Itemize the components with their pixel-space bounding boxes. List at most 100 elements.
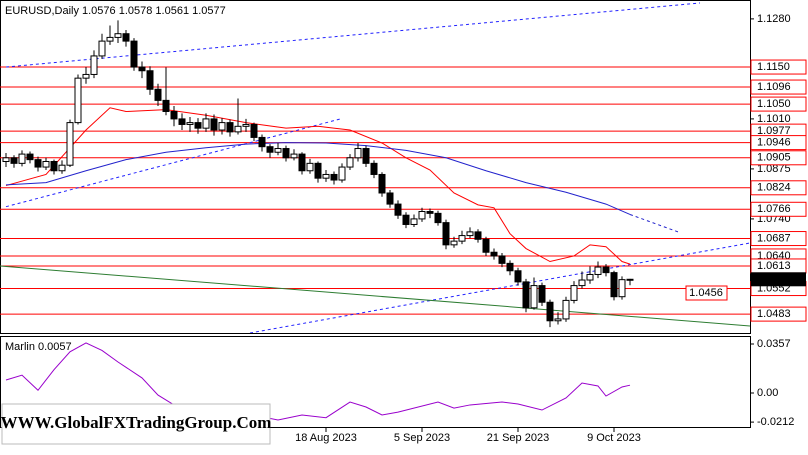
candle-body — [2, 157, 10, 162]
level-box — [750, 201, 807, 217]
last-price-label: 1.0577 — [757, 273, 791, 285]
y-tick-label: 1.1280 — [757, 13, 791, 25]
candle-body — [330, 173, 338, 181]
candle-body — [610, 272, 618, 298]
candle-body — [210, 118, 218, 131]
candle-body — [234, 125, 242, 133]
trendline — [0, 265, 750, 327]
candle-body — [266, 146, 274, 153]
x-tick-label: 5 Sep 2023 — [394, 432, 450, 444]
candle-body — [370, 162, 378, 175]
annotation-box — [685, 285, 728, 301]
candle-body — [434, 212, 442, 224]
candle-body — [218, 122, 226, 131]
x-tick-label: 9 Oct 2023 — [587, 432, 641, 444]
level-label: 1.1050 — [757, 98, 791, 110]
level-label: 1.1096 — [757, 81, 791, 93]
candle-body — [490, 251, 498, 257]
x-tick-label: 18 Aug 2023 — [295, 432, 357, 444]
candle-body — [554, 318, 562, 322]
candle-body — [202, 118, 210, 129]
candle-body — [506, 262, 514, 272]
main-plot: 1.0456 — [0, 2, 750, 333]
candle-body — [138, 66, 146, 72]
candle-body — [114, 33, 122, 38]
candle-body — [74, 77, 82, 124]
candle-body — [122, 33, 130, 42]
candle-body — [378, 173, 386, 194]
candle-body — [386, 192, 394, 205]
candle-body — [170, 110, 178, 120]
candle-body — [98, 40, 106, 57]
oscillator-title: Marlin 0.0057 — [5, 341, 72, 353]
y-tick-label: 1.1010 — [757, 113, 791, 125]
candle-body — [178, 118, 186, 125]
candle-body — [474, 231, 482, 240]
candle-body — [546, 301, 554, 322]
candle-body — [106, 36, 114, 42]
level-box — [750, 79, 807, 95]
candle-body — [194, 122, 202, 129]
level-box — [750, 150, 807, 166]
level-box — [750, 135, 807, 151]
candle-body — [66, 122, 74, 166]
candle-body — [226, 122, 234, 133]
y2-tick-label: -0.0212 — [757, 416, 794, 428]
watermark-box — [1, 403, 271, 445]
candle-body — [514, 270, 522, 283]
candle-body — [306, 162, 314, 172]
level-label: 1.0687 — [757, 232, 791, 244]
candle-body — [338, 166, 346, 181]
candle-body — [314, 162, 322, 179]
level-label: 1.0905 — [757, 152, 791, 164]
candle-body — [250, 123, 258, 138]
candle-body — [594, 266, 602, 275]
candle-body — [442, 222, 450, 246]
candle-body — [466, 231, 474, 237]
candle-body — [274, 148, 282, 153]
candle-body — [258, 136, 266, 148]
candle-body — [162, 99, 170, 112]
candle-body — [570, 285, 578, 301]
chart-title: EURUSD,Daily 1.0576 1.0578 1.0561 1.0577 — [5, 5, 226, 17]
candle-body — [402, 214, 410, 225]
level-label: 1.0824 — [757, 182, 791, 194]
candle-body — [362, 148, 370, 164]
level-box — [750, 306, 807, 322]
level-box — [750, 96, 807, 112]
y2-tick-label: 0.0357 — [757, 338, 791, 350]
candle-body — [626, 278, 634, 281]
candle-body — [586, 273, 594, 281]
last-price-box — [751, 272, 806, 287]
candle-body — [322, 173, 330, 179]
candle-body — [450, 240, 458, 246]
candle-body — [26, 153, 34, 161]
candle-body — [410, 218, 418, 225]
candle-body — [18, 153, 26, 164]
candle-body — [130, 40, 138, 68]
trendline — [5, 2, 701, 68]
candle-body — [394, 203, 402, 216]
candle-body — [418, 211, 426, 220]
candle-body — [538, 285, 546, 303]
annotation: 1.0456 — [689, 287, 723, 299]
axes: 1.12801.10101.08751.07401.11501.10961.10… — [295, 13, 807, 444]
candle-body — [346, 157, 354, 168]
oscillator-line — [5, 342, 631, 421]
level-label: 1.0483 — [757, 308, 791, 320]
candle-body — [82, 73, 90, 79]
level-label: 1.0977 — [757, 125, 791, 137]
y-tick-label: 1.0875 — [757, 163, 791, 175]
level-label: 1.0613 — [757, 260, 791, 272]
level-box — [750, 180, 807, 196]
candle-body — [10, 157, 18, 164]
candle-body — [562, 299, 570, 320]
candle-body — [186, 122, 194, 125]
candle-body — [618, 279, 626, 298]
candle-body — [42, 160, 50, 168]
candle-body — [354, 148, 362, 159]
level-label: 1.1150 — [757, 61, 790, 73]
moving-average — [5, 107, 631, 265]
trendline — [629, 213, 679, 233]
